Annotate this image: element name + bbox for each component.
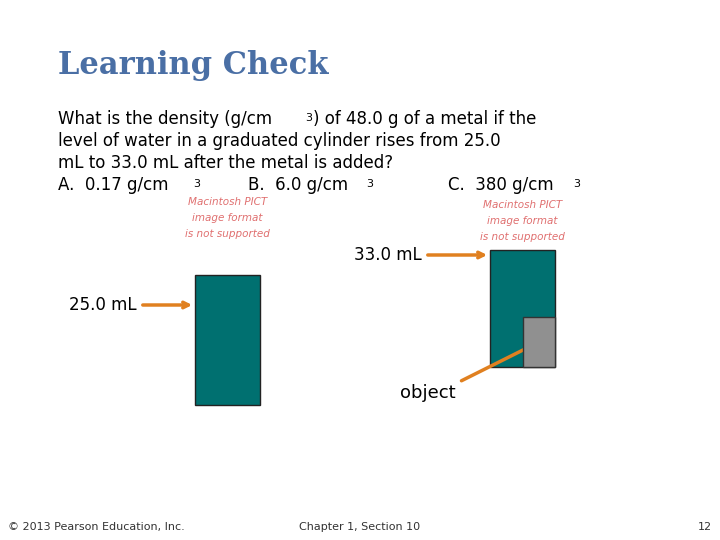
Text: 3: 3 [305,113,312,123]
Bar [195,275,260,405]
Text: A.  0.17 g/cm: A. 0.17 g/cm [58,176,168,194]
Text: What is the density (g/cm: What is the density (g/cm [58,110,272,128]
Text: 3: 3 [193,179,200,189]
Bar [490,250,555,367]
Text: image format: image format [192,213,263,223]
Text: 25.0 mL: 25.0 mL [69,296,137,314]
Text: Macintosh PICT: Macintosh PICT [483,200,562,210]
Text: 3: 3 [573,179,580,189]
Text: C.  380 g/cm: C. 380 g/cm [448,176,554,194]
Text: B.  6.0 g/cm: B. 6.0 g/cm [248,176,348,194]
Text: 33.0 mL: 33.0 mL [354,246,422,264]
Text: is not supported: is not supported [480,232,565,242]
Text: 12: 12 [698,522,712,532]
Text: object: object [400,384,456,402]
Text: Macintosh PICT: Macintosh PICT [188,197,267,207]
Text: is not supported: is not supported [185,229,270,239]
Text: ) of 48.0 g of a metal if the: ) of 48.0 g of a metal if the [313,110,536,128]
Text: Learning Check: Learning Check [58,50,328,81]
Bar [523,317,555,367]
Text: mL to 33.0 mL after the metal is added?: mL to 33.0 mL after the metal is added? [58,154,393,172]
Text: Chapter 1, Section 10: Chapter 1, Section 10 [300,522,420,532]
Text: image format: image format [487,216,558,226]
Text: 3: 3 [366,179,373,189]
Text: © 2013 Pearson Education, Inc.: © 2013 Pearson Education, Inc. [8,522,185,532]
Text: level of water in a graduated cylinder rises from 25.0: level of water in a graduated cylinder r… [58,132,500,150]
